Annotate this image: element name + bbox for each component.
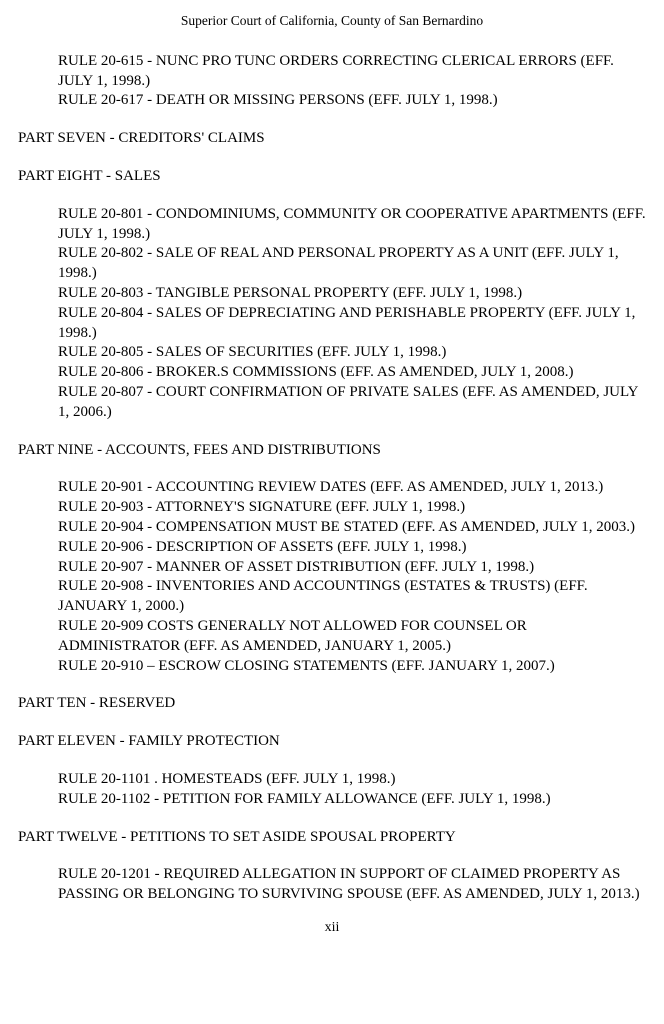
part-twelve-rules: RULE 20-1201 - REQUIRED ALLEGATION IN SU… xyxy=(18,865,646,905)
rule-item: RULE 20-906 - DESCRIPTION OF ASSETS (EFF… xyxy=(58,538,646,558)
rule-item: RULE 20-617 - DEATH OR MISSING PERSONS (… xyxy=(58,91,646,111)
rule-item: RULE 20-805 - SALES OF SECURITIES (EFF. … xyxy=(58,343,646,363)
rule-item: RULE 20-909 COSTS GENERALLY NOT ALLOWED … xyxy=(58,617,646,657)
rule-item: RULE 20-806 - BROKER.S COMMISSIONS (EFF.… xyxy=(58,363,646,383)
rule-item: RULE 20-901 - ACCOUNTING REVIEW DATES (E… xyxy=(58,478,646,498)
part-ten-heading: PART TEN - RESERVED xyxy=(18,694,646,714)
part-eleven-rules: RULE 20-1101 . HOMESTEADS (EFF. JULY 1, … xyxy=(18,770,646,810)
rule-item: RULE 20-803 - TANGIBLE PERSONAL PROPERTY… xyxy=(58,284,646,304)
part-nine-heading: PART NINE - ACCOUNTS, FEES AND DISTRIBUT… xyxy=(18,441,646,461)
part-eight-rules: RULE 20-801 - CONDOMINIUMS, COMMUNITY OR… xyxy=(18,205,646,423)
court-header: Superior Court of California, County of … xyxy=(18,12,646,30)
rule-item: RULE 20-802 - SALE OF REAL AND PERSONAL … xyxy=(58,244,646,284)
part-eleven-heading: PART ELEVEN - FAMILY PROTECTION xyxy=(18,732,646,752)
rule-item: RULE 20-904 - COMPENSATION MUST BE STATE… xyxy=(58,518,646,538)
rule-item: RULE 20-801 - CONDOMINIUMS, COMMUNITY OR… xyxy=(58,205,646,245)
rule-item: RULE 20-615 - NUNC PRO TUNC ORDERS CORRE… xyxy=(58,52,646,92)
part-eight-heading: PART EIGHT - SALES xyxy=(18,167,646,187)
rule-item: RULE 20-907 - MANNER OF ASSET DISTRIBUTI… xyxy=(58,558,646,578)
top-rules-block: RULE 20-615 - NUNC PRO TUNC ORDERS CORRE… xyxy=(18,52,646,111)
rule-item: RULE 20-910 – ESCROW CLOSING STATEMENTS … xyxy=(58,657,646,677)
rule-item: RULE 20-908 - INVENTORIES AND ACCOUNTING… xyxy=(58,577,646,617)
rule-item: RULE 20-1102 - PETITION FOR FAMILY ALLOW… xyxy=(58,790,646,810)
rule-item: RULE 20-1101 . HOMESTEADS (EFF. JULY 1, … xyxy=(58,770,646,790)
rule-item: RULE 20-903 - ATTORNEY'S SIGNATURE (EFF.… xyxy=(58,498,646,518)
part-seven-heading: PART SEVEN - CREDITORS' CLAIMS xyxy=(18,129,646,149)
rule-item: RULE 20-1201 - REQUIRED ALLEGATION IN SU… xyxy=(58,865,646,905)
rule-item: RULE 20-804 - SALES OF DEPRECIATING AND … xyxy=(58,304,646,344)
part-twelve-heading: PART TWELVE - PETITIONS TO SET ASIDE SPO… xyxy=(18,828,646,848)
rule-item: RULE 20-807 - COURT CONFIRMATION OF PRIV… xyxy=(58,383,646,423)
page-number: xii xyxy=(18,919,646,937)
part-nine-rules: RULE 20-901 - ACCOUNTING REVIEW DATES (E… xyxy=(18,478,646,676)
